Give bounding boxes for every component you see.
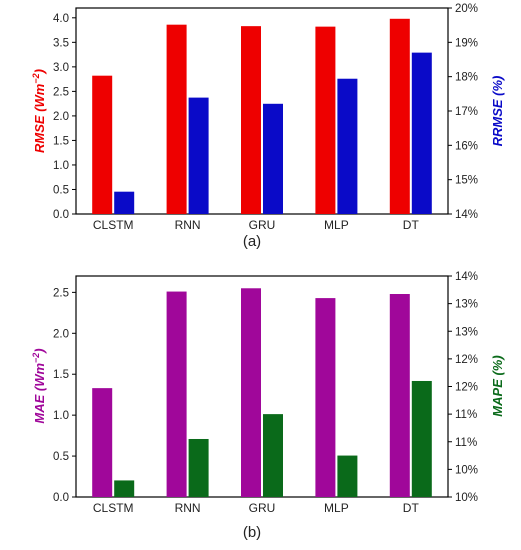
bar-mae	[315, 298, 336, 497]
left-tick-label: 2.0	[53, 328, 69, 340]
right-tick-label: 14%	[455, 271, 478, 283]
right-tick-label: 17%	[455, 106, 478, 118]
bar-rrmse	[188, 97, 209, 214]
left-tick-label: 2.5	[53, 86, 69, 98]
right-tick-label: 19%	[455, 37, 478, 49]
category-label: DT	[403, 501, 420, 515]
category-label: GRU	[249, 501, 276, 515]
chart-b-right-ticks: 10% 10% 11% 11% 12% 12% 13% 13% 14%	[448, 271, 478, 504]
chart-a-right-ticks: 14% 15% 16% 17% 18% 19% 20%	[448, 3, 478, 221]
category-label: GRU	[249, 218, 276, 232]
bar-rmse	[92, 75, 113, 214]
left-tick-label: 4.0	[53, 13, 69, 25]
chart-b-left-axis-label: MAE (Wm−2)	[31, 348, 47, 423]
bar-rrmse	[411, 52, 432, 215]
chart-b-left-ticks: 0.0 0.5 1.0 1.5 2.0 2.5	[53, 287, 76, 504]
category-label: RNN	[175, 501, 201, 515]
bar-mae	[166, 291, 187, 497]
bar-mape	[337, 455, 358, 497]
right-tick-label: 12%	[455, 382, 478, 394]
bar-rmse	[389, 18, 410, 214]
right-tick-label: 13%	[455, 299, 478, 311]
bar-mape	[263, 414, 283, 497]
right-tick-label: 16%	[455, 140, 478, 152]
bar-rmse	[315, 26, 336, 215]
left-tick-label: 1.0	[53, 160, 69, 172]
category-label: CLSTM	[93, 218, 134, 232]
left-tick-label: 0.5	[53, 184, 69, 196]
left-tick-label: 2.5	[53, 287, 69, 299]
category-label: MLP	[324, 218, 349, 232]
left-tick-label: 1.0	[53, 410, 69, 422]
chart-b-bars	[92, 288, 432, 497]
bar-rrmse	[263, 103, 283, 214]
bar-mae	[241, 288, 261, 497]
chart-b-right-axis-label: MAPE (%)	[490, 355, 505, 416]
chart-a-caption: (a)	[243, 233, 261, 250]
right-tick-label: 14%	[455, 209, 478, 221]
chart-b: 0.0 0.5 1.0 1.5 2.0 2.5 10% 10% 11% 11% 12% 12% 13%…	[31, 271, 505, 541]
category-label: DT	[403, 218, 420, 232]
right-tick-label: 10%	[455, 492, 478, 504]
left-tick-label: 2.0	[53, 111, 69, 123]
bar-mae	[389, 294, 410, 497]
category-label: CLSTM	[93, 501, 134, 515]
chart-b-category-labels: CLSTM RNN GRU MLP DT	[93, 501, 420, 515]
right-tick-label: 20%	[455, 3, 478, 15]
chart-a-right-axis-label: RRMSE (%)	[490, 76, 505, 147]
left-tick-label: 1.5	[53, 369, 69, 381]
chart-a-left-axis-label: RMSE (Wm−2)	[31, 69, 47, 153]
right-tick-label: 10%	[455, 464, 478, 476]
bar-rrmse	[114, 191, 135, 214]
chart-a-category-labels: CLSTM RNN GRU MLP DT	[93, 218, 420, 232]
chart-b-caption: (b)	[243, 524, 261, 541]
right-tick-label: 15%	[455, 175, 478, 187]
right-tick-label: 13%	[455, 326, 478, 338]
bar-mape	[114, 480, 135, 497]
bar-rmse	[166, 24, 187, 214]
right-tick-label: 11%	[455, 437, 477, 449]
bar-rrmse	[337, 78, 358, 214]
left-tick-label: 0.0	[53, 492, 69, 504]
bar-rmse	[241, 26, 261, 215]
right-tick-label: 18%	[455, 72, 478, 84]
left-tick-label: 0.0	[53, 209, 69, 221]
chart-a-left-ticks: 0.0 0.5 1.0 1.5 2.0 2.5 3.0 3.5 4.0	[53, 13, 76, 221]
left-tick-label: 3.5	[53, 37, 69, 49]
bar-mae	[92, 388, 113, 497]
category-label: RNN	[175, 218, 201, 232]
left-tick-label: 1.5	[53, 135, 69, 147]
category-label: MLP	[324, 501, 349, 515]
left-tick-label: 0.5	[53, 451, 69, 463]
left-tick-label: 3.0	[53, 62, 69, 74]
chart-a-bars	[92, 18, 432, 215]
bar-mape	[188, 438, 209, 497]
right-tick-label: 12%	[455, 354, 478, 366]
bar-mape	[411, 380, 432, 497]
right-tick-label: 11%	[455, 409, 477, 421]
chart-a: 0.0 0.5 1.0 1.5 2.0 2.5 3.0 3.5 4.0 14% 15% 16% 17%…	[31, 3, 505, 250]
